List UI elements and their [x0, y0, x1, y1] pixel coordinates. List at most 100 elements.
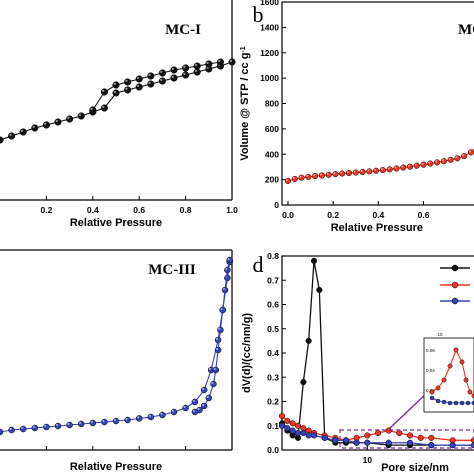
series-c-point-highlight: [206, 395, 209, 399]
series-b-point: [305, 173, 312, 180]
series-a-point-highlight: [229, 59, 232, 63]
y-tick-label: 0.0: [267, 445, 279, 455]
series-c-point: [191, 398, 199, 406]
series-b-point: [427, 160, 434, 167]
inset-blue-point: [453, 400, 459, 406]
series-d-point: [374, 429, 382, 437]
series-c-point: [205, 394, 213, 402]
series-a-point: [170, 74, 178, 82]
series-c-point-highlight: [102, 419, 105, 423]
series-c-point-highlight: [171, 409, 174, 413]
y-tick-label: 1400: [260, 22, 279, 32]
series-a-point-highlight: [160, 70, 163, 73]
series-b-point-highlight: [455, 156, 458, 159]
series-c-point: [66, 421, 73, 429]
series-b-point-highlight: [408, 164, 410, 167]
series-d-point: [289, 420, 296, 427]
y-tick-label: 1600: [260, 0, 279, 7]
panel-letter: d: [253, 252, 264, 277]
series-a-point-highlight: [148, 81, 151, 84]
y-tick-label: 0.6: [267, 300, 279, 310]
series-d-point: [289, 427, 296, 434]
series-a-point: [182, 64, 190, 72]
series-a-point-highlight: [113, 82, 116, 85]
series-b-point: [325, 171, 332, 178]
series-c-point: [226, 256, 233, 264]
series-c-point-highlight: [227, 257, 230, 261]
inset-red-point: [463, 377, 469, 383]
series-b-point-highlight: [286, 178, 288, 181]
series-c-point-highlight: [192, 409, 195, 413]
series-a-point-highlight: [55, 119, 59, 122]
series-b-point: [434, 159, 441, 166]
series-d-point: [332, 437, 339, 444]
series-a-point: [100, 88, 108, 96]
series-c-point: [200, 386, 208, 394]
series-b-point: [467, 149, 474, 156]
inset-red-point: [429, 389, 435, 395]
series-b-point-highlight: [367, 169, 370, 172]
series-a-point: [170, 66, 178, 74]
panel-letter: b: [253, 2, 264, 27]
series-a-point-highlight: [78, 113, 82, 116]
series-b-point-highlight: [428, 161, 431, 164]
inset-red-point: [459, 359, 465, 365]
series-a-point-highlight: [183, 65, 186, 68]
series-a-point-highlight: [183, 72, 186, 75]
series-a-point-highlight: [102, 105, 105, 108]
x-tick-label: 0.6: [418, 210, 430, 220]
y-axis-label-sup: -1: [240, 46, 247, 52]
series-b-point: [400, 164, 407, 171]
series-a-point: [31, 124, 39, 132]
series-c-point: [159, 411, 166, 419]
series-b-point-highlight: [326, 172, 329, 175]
series-b-point: [440, 158, 447, 165]
x-axis-label: Relative Pressure: [331, 222, 423, 234]
y-tick-label: 0.8: [267, 251, 279, 261]
series-d-point: [305, 432, 312, 439]
series-b-point-highlight: [353, 170, 356, 173]
series-c-point: [77, 420, 85, 428]
series-a-point: [112, 81, 120, 89]
x-tick-label: 0.8: [180, 205, 192, 215]
series-a-point: [19, 128, 27, 136]
inset-red-point: [467, 389, 473, 395]
series-c-point-highlight: [67, 422, 70, 426]
series-c-point: [124, 416, 131, 424]
x-tick-label: 0.6: [133, 205, 145, 215]
inset-blue-point: [447, 400, 453, 406]
series-b-point-highlight: [313, 174, 316, 177]
series-d-point: [449, 442, 456, 449]
series-a-point-highlight: [206, 61, 209, 64]
series-b-point: [461, 153, 468, 160]
series-b-point-highlight: [319, 173, 322, 176]
series-c-point-highlight: [160, 412, 163, 416]
series-c-point-highlight: [218, 327, 221, 331]
series-c-point: [224, 266, 231, 274]
panel-d: 0.0 0.1 0.2 0.3 0.4 0.5 0.6 0.7 0.8 10 Pore size/n…: [241, 251, 474, 474]
series-c-point-highlight: [90, 420, 93, 424]
series-a-point: [0, 136, 4, 144]
series-a-point: [89, 106, 97, 114]
y-tick-label: 0.5: [267, 324, 279, 334]
zoom-arrow: [389, 391, 429, 429]
series-c-point-highlight: [202, 403, 205, 407]
series-c-line-0: [0, 261, 231, 433]
x-axis-label: Pore size/nm: [381, 462, 449, 474]
series-c-point: [219, 306, 226, 314]
series-c-point: [43, 423, 50, 431]
series-a-point-highlight: [194, 63, 198, 66]
series-c-point: [0, 428, 4, 436]
series-d-point: [321, 434, 328, 441]
series-b-point: [386, 166, 393, 173]
series-a-point-highlight: [125, 79, 128, 82]
series-a-point: [182, 71, 190, 79]
series-b-point: [318, 172, 325, 179]
plot-frame: [281, 1, 474, 206]
series-c-point-highlight: [220, 307, 223, 311]
series-b-point-highlight: [448, 157, 451, 160]
series-a-point-highlight: [171, 67, 174, 70]
series-d-point: [294, 422, 302, 429]
x-tick-label: 0.4: [372, 210, 384, 220]
y-axis-label: dV(d)/(cc/nm/g): [241, 313, 253, 393]
